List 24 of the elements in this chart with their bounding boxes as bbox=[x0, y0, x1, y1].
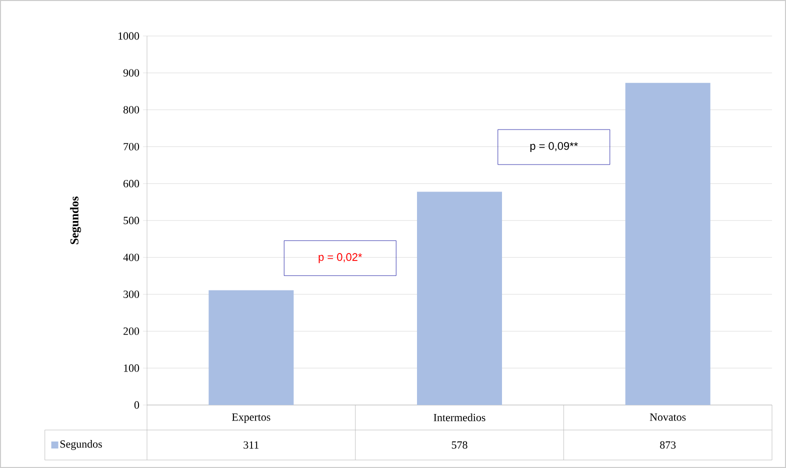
y-tick-label: 500 bbox=[124, 216, 140, 224]
data-label: 311 bbox=[244, 441, 259, 449]
annotation: p = 0,02* bbox=[318, 253, 362, 264]
y-tick-label: 1000 bbox=[118, 32, 140, 40]
annotation: p = 0,09** bbox=[530, 142, 578, 152]
y-tick-label: 900 bbox=[123, 69, 140, 77]
y-tick-label: 0 bbox=[134, 401, 140, 409]
y-tick-label: 200 bbox=[124, 328, 140, 335]
x-tick-label: Intermedios bbox=[434, 414, 486, 422]
legend-label: Segundos bbox=[60, 440, 102, 450]
bar bbox=[417, 192, 502, 405]
y-axis-title: Segundos bbox=[70, 196, 81, 244]
data-label: 578 bbox=[452, 441, 468, 449]
bar bbox=[625, 82, 710, 405]
y-tick-label: 400 bbox=[123, 254, 140, 262]
y-tick-label: 300 bbox=[124, 290, 140, 298]
y-tick-label: 600 bbox=[124, 180, 140, 188]
x-tick-label: Novatos bbox=[650, 414, 686, 421]
data-label: 873 bbox=[660, 441, 676, 449]
x-tick-label: Expertos bbox=[232, 414, 270, 424]
y-tick-label: 100 bbox=[124, 364, 140, 372]
y-tick-label: 700 bbox=[124, 143, 140, 150]
bar bbox=[208, 290, 294, 405]
y-tick-label: 800 bbox=[123, 106, 140, 114]
